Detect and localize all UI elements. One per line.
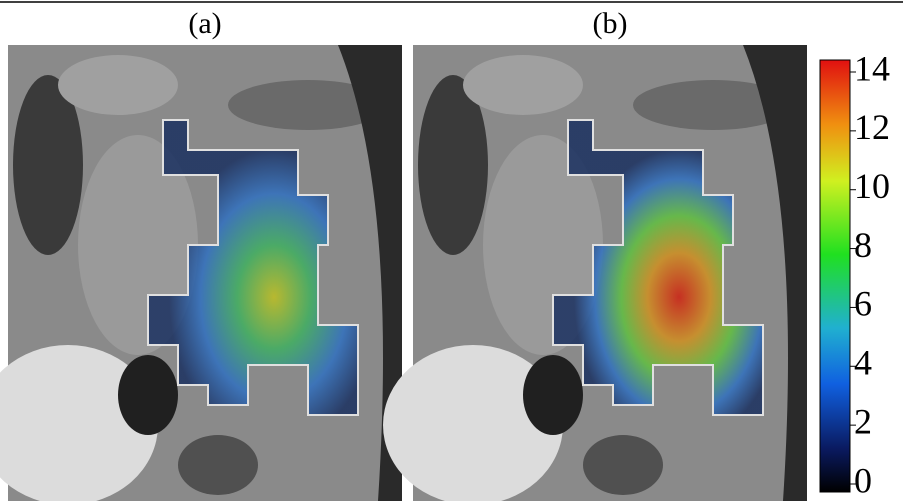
colorbar-tick-label: 8 (854, 225, 872, 265)
colorbar-tick-label: 4 (854, 343, 872, 383)
panel-label: (a) (188, 7, 221, 40)
colorbar-tick-label: 10 (854, 166, 890, 206)
panel-a-image (0, 45, 402, 501)
colorbar-tick-label: 12 (854, 107, 890, 147)
colorbar-tick-label: 2 (854, 401, 872, 441)
panel-label: (b) (593, 7, 628, 40)
colorbar-tick-label: 6 (854, 284, 872, 324)
panel-b-image (383, 45, 807, 501)
colorbar-tick-label: 14 (854, 48, 890, 88)
colorbar (819, 59, 851, 493)
colorbar-tick-label: 0 (854, 460, 872, 500)
